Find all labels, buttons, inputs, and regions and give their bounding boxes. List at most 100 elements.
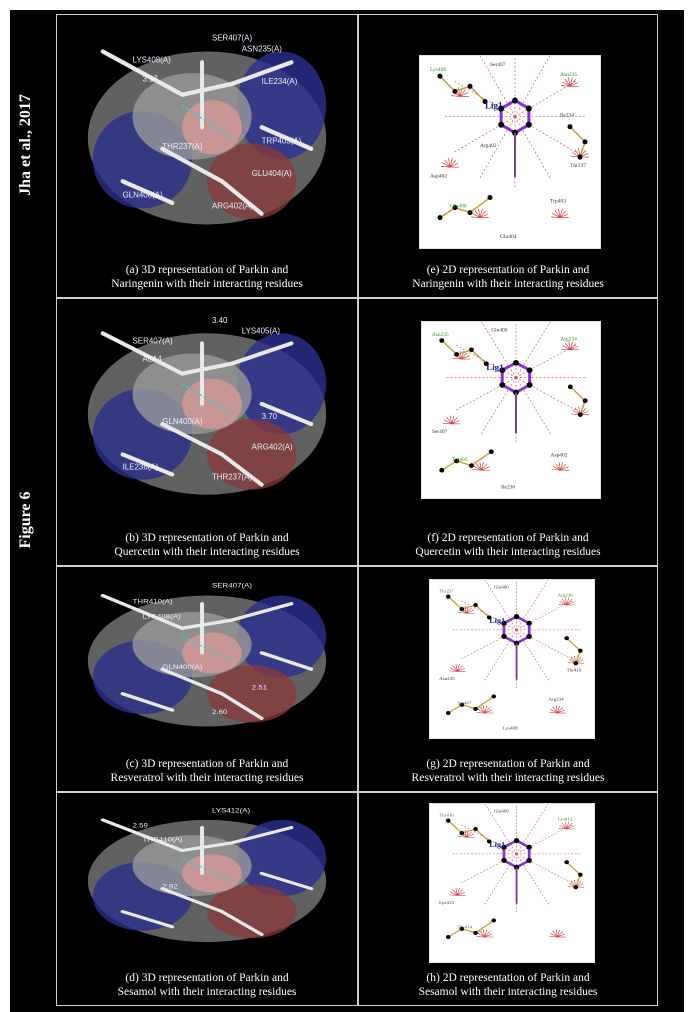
residue-label-3d: THR237(A): [212, 473, 252, 482]
residue-label-2d: Lys408: [503, 727, 518, 732]
residue-label-3d: GLN400(A): [162, 663, 202, 671]
residue-label-2d: Asn235: [432, 332, 449, 338]
residue-label-2d: Asn235: [439, 677, 455, 682]
residue-label-2d: Arg234: [560, 337, 577, 343]
residue-label-3d: SER407(A): [212, 581, 252, 589]
residue-label-2d: Asp402: [551, 452, 568, 458]
residue-label-2d: Arg402: [480, 143, 497, 149]
caption-line-2: Resveratrol with their interacting resid…: [411, 772, 605, 784]
residue-label-2d: Trp403: [550, 199, 566, 205]
residue-label-2d: Thr237: [439, 590, 454, 595]
residue-label-2d: Ser407: [490, 62, 506, 68]
residue-label-2d: Ser407: [457, 702, 472, 707]
residue-label-3d: 3.17: [142, 73, 158, 83]
residue-label-3d: ARG402(A): [252, 442, 293, 451]
caption-3d: (b) 3D representation of Parkin and Querc…: [57, 531, 357, 559]
caption-3d: (d) 3D representation of Parkin and Sesam…: [57, 971, 357, 999]
residue-label-3d: GLN400(A): [123, 189, 163, 199]
residue-label-3d: 2.92: [162, 883, 178, 890]
residue-label-2d: Lys412: [558, 818, 573, 823]
panel-3d-1: LYS408(A) 3.17 SER407(A) THR237(A) GLU404(A)…: [56, 14, 358, 298]
residue-label-2d: Trp403: [452, 457, 468, 463]
caption-line-2: Resveratrol with their interacting resid…: [110, 772, 304, 784]
caption-line-1: (b) 3D representation of Parkin and: [125, 532, 289, 544]
panel-2d-1: Lig1 Lys408 Ser407 Asn235 Asp402 Glu400 Trp403…: [358, 14, 658, 298]
residue-label-3d: 2.51: [252, 683, 267, 691]
panel-3d-4: 2.59 THR410(A) LYS412(A) 2.92 (d) 3D represe…: [56, 792, 358, 1006]
interaction-2d-diagram: Lig1 Lys408 Ser407 Asn235 Asp402 Glu400 Trp403…: [419, 55, 601, 249]
residue-label-2d: Ile236: [501, 485, 515, 491]
caption-line-1: (e) 2D representation of Parkin and: [426, 264, 590, 276]
residue-label-3d: ASN235(A): [242, 43, 282, 53]
citation-label: Jha et al., 2017: [17, 94, 34, 196]
ligand-label: Lig1: [489, 841, 505, 850]
caption-2d: (g) 2D representation of Parkin and Resve…: [359, 757, 657, 785]
caption-line-1: (h) 2D representation of Parkin and: [426, 972, 590, 984]
residue-label-2d: Lys408: [430, 67, 446, 73]
residue-label-3d: THR410(A): [142, 836, 182, 843]
caption-line-2: Sesamol with their interacting residues: [117, 986, 297, 998]
residue-label-3d: GLN400(A): [162, 417, 202, 426]
residue-label-2d: Arg236: [558, 594, 574, 599]
residue-label-3d: LYS405(A): [242, 326, 281, 335]
caption-line-2: Naringenin with their interacting residu…: [111, 278, 303, 290]
residue-label-3d: 2.60: [212, 708, 227, 716]
ligand-label: Lig1: [485, 101, 503, 111]
residue-label-2d: Glu404: [500, 234, 517, 240]
residue-label-2d: Arg234: [548, 698, 564, 703]
residue-label-3d: THR237(A): [162, 140, 202, 150]
ligand-label: Lig1: [489, 617, 505, 626]
molecule-3d-image: SER407(A) ALA4 3.40 GLN400(A) ARG402(A) THR23…: [63, 303, 351, 525]
residue-label-2d: Thr237: [570, 163, 586, 169]
residue-label-3d: THR410(A): [133, 597, 173, 605]
residue-label-3d: 3.40: [212, 316, 228, 325]
residue-label-3d: LYS408(A): [142, 612, 180, 620]
interaction-2d-diagram: Lig1 Thr410 Glu409 Lys412 Lys413 Thr414: [429, 803, 595, 963]
residue-label-3d: ALA4: [142, 354, 162, 363]
ligand-label: Lig1: [486, 362, 503, 372]
residue-label-3d: SER407(A): [133, 336, 173, 345]
caption-line-2: Sesamol with their interacting residues: [418, 986, 598, 998]
residue-label-2d: Ile234: [560, 113, 574, 119]
caption-line-1: (a) 3D representation of Parkin and: [125, 264, 289, 276]
figure-label: Figure 6: [17, 491, 34, 549]
panel-2d-3: Lig1 Thr237 Glu400 Arg236 Asn235 Ser407 Arg234…: [358, 566, 658, 792]
panel-3d-3: THR410(A) LYS408(A) SER407(A) GLN400(A) 2.51…: [56, 566, 358, 792]
residue-label-3d: LYS408(A): [133, 54, 171, 64]
caption-line-1: (f) 2D representation of Parkin and: [427, 532, 589, 544]
residue-label-3d: ILE236(A): [123, 462, 159, 471]
residue-label-2d: Thr410: [439, 814, 454, 819]
residue-label-3d: SER407(A): [212, 32, 252, 42]
caption-2d: (f) 2D representation of Parkin and Querc…: [359, 531, 657, 559]
residue-label-3d: ARG402(A): [212, 200, 253, 210]
interaction-2d-diagram: Lig1 Asn235 Glu400 Arg234 Ser407 Trp403 Asp402…: [421, 321, 601, 499]
residue-label-2d: Glu400: [450, 204, 467, 210]
residue-label-2d: Asn235: [560, 72, 577, 78]
interaction-2d-diagram: Lig1 Thr237 Glu400 Arg236 Asn235 Ser407 Arg234…: [429, 579, 595, 739]
caption-line-2: Naringenin with their interacting residu…: [412, 278, 604, 290]
panel-2d-4: Lig1 Thr410 Glu409 Lys412 Lys413 Thr414 (h) 2D…: [358, 792, 658, 1006]
panel-2d-2: Lig1 Asn235 Glu400 Arg234 Ser407 Trp403 Asp402…: [358, 298, 658, 566]
residue-label-2d: Lys413: [439, 901, 454, 906]
residue-label-3d: ILE234(A): [262, 76, 298, 86]
caption-line-1: (c) 3D representation of Parkin and: [125, 758, 289, 770]
residue-label-3d: 2.59: [133, 822, 149, 829]
molecule-3d-image: 2.59 THR410(A) LYS412(A) 2.92: [63, 797, 351, 965]
caption-line-1: (d) 3D representation of Parkin and: [125, 972, 289, 984]
residue-label-2d: Asp402: [430, 173, 447, 179]
caption-3d: (c) 3D representation of Parkin and Resve…: [57, 757, 357, 785]
caption-line-2: Quercetin with their interacting residue…: [114, 546, 300, 558]
residue-label-3d: TRP403(A): [262, 135, 302, 145]
residue-label-2d: Thr414: [457, 926, 472, 931]
residue-label-2d: Glu400: [494, 585, 510, 590]
residue-label-3d: 3.70: [262, 412, 278, 421]
residue-label-2d: Thr410: [567, 669, 582, 674]
residue-label-2d: Glu409: [494, 809, 510, 814]
residue-label-3d: LYS412(A): [212, 807, 250, 814]
caption-line-2: Quercetin with their interacting residue…: [415, 546, 601, 558]
caption-line-1: (g) 2D representation of Parkin and: [426, 758, 590, 770]
caption-2d: (e) 2D representation of Parkin and Narin…: [359, 263, 657, 291]
residue-label-3d: GLU404(A): [252, 168, 292, 178]
residue-label-2d: Ser407: [432, 429, 448, 435]
molecule-3d-image: THR410(A) LYS408(A) SER407(A) GLN400(A) 2.51…: [63, 571, 351, 751]
